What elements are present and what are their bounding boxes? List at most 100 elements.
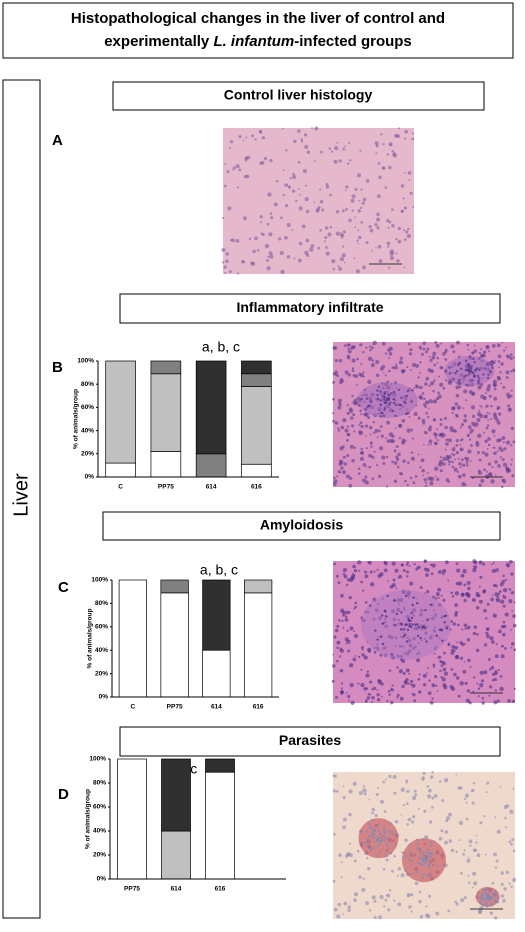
nucleus (406, 428, 411, 433)
lesion-cell (383, 609, 387, 612)
nucleus (360, 188, 363, 191)
nucleus (486, 447, 489, 450)
nucleus (423, 559, 428, 564)
nucleus (502, 385, 506, 389)
nucleus (346, 433, 351, 437)
nucleus (319, 228, 322, 232)
lesion-cell (389, 852, 392, 855)
x-tick-label: 614 (171, 886, 182, 893)
nucleus (510, 426, 515, 431)
nucleus (419, 586, 423, 590)
bar-segment (105, 360, 136, 464)
lesion-cell (406, 389, 410, 393)
nucleus (388, 165, 392, 170)
nucleus (367, 356, 373, 361)
lesion-cell (387, 397, 391, 400)
nucleus (510, 444, 513, 447)
lesion-cell (380, 836, 383, 840)
nucleus (371, 455, 375, 459)
nucleus (366, 857, 369, 860)
lesion-cell (411, 603, 414, 607)
nucleus (494, 654, 499, 659)
nucleus (238, 168, 242, 172)
nucleus (398, 360, 403, 365)
nucleus (333, 562, 337, 566)
nucleus (429, 700, 434, 705)
nucleus (466, 580, 471, 586)
nucleus (345, 185, 349, 189)
lesion-cell (403, 400, 406, 403)
lesion-cell (400, 396, 403, 400)
nucleus (440, 660, 443, 664)
lesion-cell (458, 378, 461, 382)
nucleus (397, 902, 402, 907)
nucleus (228, 270, 232, 274)
nucleus (501, 485, 504, 489)
nucleus (488, 394, 492, 398)
nucleus (364, 475, 368, 479)
lesion-cell (422, 838, 425, 841)
nucleus (458, 820, 464, 825)
nucleus (368, 465, 372, 469)
lesion-cell (384, 615, 388, 618)
lesion-cell (402, 628, 405, 631)
nucleus (349, 159, 352, 162)
nucleus (409, 476, 413, 480)
nucleus (354, 601, 358, 605)
lesion-cell (457, 363, 460, 367)
nucleus (284, 203, 289, 208)
nucleus (410, 451, 414, 454)
nucleus (367, 649, 371, 653)
nucleus (490, 417, 493, 421)
nucleus (335, 789, 339, 793)
nucleus (353, 607, 356, 610)
nucleus (342, 245, 345, 248)
lesion-cell (372, 836, 375, 839)
nucleus (340, 682, 344, 685)
nucleus (361, 653, 365, 657)
nucleus (373, 570, 376, 573)
nucleus (375, 152, 378, 154)
nucleus (348, 141, 351, 144)
nucleus (448, 839, 453, 843)
nucleus (390, 700, 394, 705)
nucleus (408, 564, 411, 567)
nucleus (473, 881, 478, 886)
nucleus (494, 669, 498, 673)
nucleus (471, 414, 476, 419)
lesion-cell (377, 829, 380, 832)
nucleus (391, 684, 394, 687)
nucleus (426, 667, 429, 669)
nucleus (456, 470, 459, 473)
nucleus (512, 787, 515, 790)
nucleus (491, 465, 494, 469)
nucleus (341, 237, 344, 240)
nucleus (348, 789, 353, 794)
nucleus (510, 370, 513, 373)
nucleus (447, 642, 451, 646)
nucleus (254, 236, 258, 241)
nucleus (419, 371, 422, 374)
nucleus (432, 351, 437, 356)
nucleus (403, 206, 408, 210)
lesion-cell (359, 831, 362, 834)
nucleus (500, 448, 504, 453)
nucleus (347, 347, 350, 350)
nucleus (465, 817, 469, 821)
nucleus (502, 349, 506, 352)
nucleus (454, 402, 459, 406)
nucleus (433, 418, 436, 421)
lesion-cell (467, 368, 471, 372)
nucleus (481, 450, 485, 455)
nucleus (371, 811, 374, 815)
lesion-cell (383, 398, 386, 401)
nucleus (456, 623, 460, 627)
lesion-cell (408, 851, 412, 854)
nucleus (392, 775, 397, 779)
nucleus (405, 678, 409, 682)
nucleus (332, 380, 336, 384)
nucleus (455, 902, 459, 906)
nucleus (331, 397, 335, 401)
nucleus (357, 682, 360, 685)
lesion-cell (378, 832, 382, 835)
